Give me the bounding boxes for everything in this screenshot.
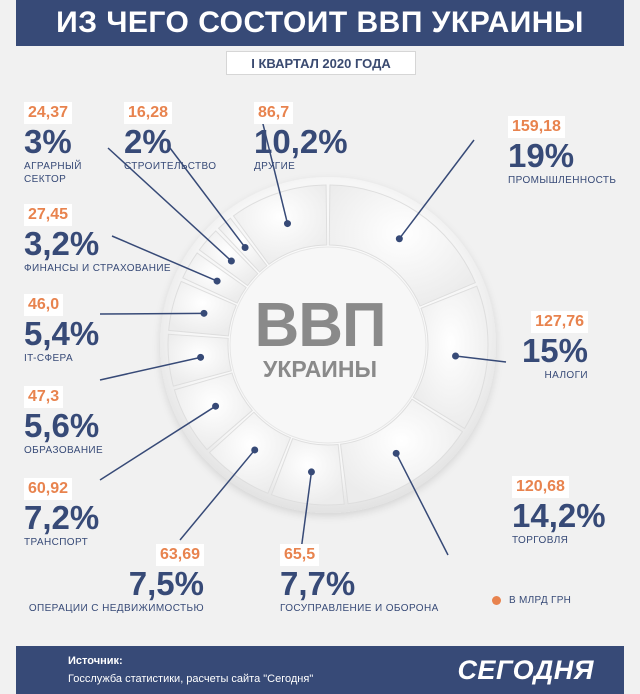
leader-line-construction xyxy=(169,147,246,248)
label-agro-name: АГРАРНЫЙ СЕКТОР xyxy=(24,161,82,185)
leader-line-transport xyxy=(99,405,216,481)
label-finance: 27,45 3,2% ФИНАНСЫ И СТРАХОВАНИЕ xyxy=(24,204,171,275)
leader-line-government xyxy=(299,471,313,559)
label-trade: 120,68 14,2% ТОРГОВЛЯ xyxy=(512,476,606,547)
leader-line-industry xyxy=(398,139,475,240)
leader-lines xyxy=(99,119,507,559)
pie-slice-taxes xyxy=(412,285,489,430)
pie-center xyxy=(229,246,427,444)
pie-slice-realestate xyxy=(208,411,292,494)
label-trade-value: 120,68 xyxy=(512,476,569,498)
leader-dot-other xyxy=(283,220,291,228)
leader-dot-it xyxy=(200,309,208,317)
label-construction-name: СТРОИТЕЛЬСТВО xyxy=(124,161,217,172)
label-trade-name: ТОРГОВЛЯ xyxy=(512,535,569,546)
label-realestate-name: ОПЕРАЦИИ С НЕДВИЖИМОСТЬЮ xyxy=(28,603,204,614)
label-education-value: 47,3 xyxy=(24,386,64,408)
center-title-small: УКРАИНЫ xyxy=(263,356,377,382)
label-other: 86,7 10,2% ДРУГИЕ xyxy=(254,102,348,173)
segodnya-logo: СЕГОДНЯ xyxy=(457,655,594,685)
leader-dot-government xyxy=(307,468,315,476)
leader-dot-agro xyxy=(227,257,235,265)
pie-slice-other xyxy=(232,184,328,266)
leader-dot-education xyxy=(197,353,205,361)
legend: В МЛРД ГРН xyxy=(492,595,571,606)
label-education: 47,3 5,6% ОБРАЗОВАНИЕ xyxy=(24,386,103,457)
center-title-big: ВВП xyxy=(254,291,386,360)
label-taxes-name: НАЛОГИ xyxy=(544,370,588,381)
label-realestate: 63,69 7,5% ОПЕРАЦИИ С НЕДВИЖИМОСТЬЮ xyxy=(28,544,204,615)
label-it-name: IT-СФЕРА xyxy=(24,353,74,364)
label-realestate-value: 63,69 xyxy=(155,544,204,566)
label-industry-name: ПРОМЫШЛЕННОСТЬ xyxy=(508,175,617,186)
label-realestate-percent: 7,5% xyxy=(128,565,204,602)
label-other-percent: 10,2% xyxy=(254,123,348,160)
label-government-name: ГОСУПРАВЛЕНИЕ И ОБОРОНА xyxy=(280,603,439,614)
label-finance-name: ФИНАНСЫ И СТРАХОВАНИЕ xyxy=(24,263,171,274)
legend-dot-icon xyxy=(492,596,501,605)
source-text: Госслужба статистики, расчеты сайта "Сег… xyxy=(68,673,314,685)
leader-line-it xyxy=(99,312,204,315)
label-taxes: 127,76 15% НАЛОГИ xyxy=(510,311,588,382)
leader-line-education xyxy=(99,356,201,381)
pie-slices xyxy=(167,184,489,506)
pie-slice-trade xyxy=(339,398,464,505)
source-title: Источник: xyxy=(68,655,123,667)
label-industry-percent: 19% xyxy=(508,137,575,174)
leader-line-other xyxy=(261,119,289,224)
label-agro-value: 24,37 xyxy=(24,102,73,124)
leader-dot-transport xyxy=(212,402,220,410)
label-government: 65,5 7,7% ГОСУПРАВЛЕНИЕ И ОБОРОНА xyxy=(280,544,439,615)
label-construction-percent: 2% xyxy=(124,123,172,160)
leader-line-realestate xyxy=(179,449,256,541)
label-finance-value: 27,45 xyxy=(24,204,73,226)
label-industry-value: 159,18 xyxy=(508,116,565,138)
label-other-name: ДРУГИЕ xyxy=(254,161,296,172)
leader-line-trade xyxy=(395,452,449,556)
page-subtitle: I КВАРТАЛ 2020 ГОДА xyxy=(226,51,416,75)
label-taxes-value: 127,76 xyxy=(531,311,588,333)
pie-slice-it xyxy=(168,280,237,337)
pie-slice-transport xyxy=(173,372,254,451)
leader-dot-finance xyxy=(213,277,221,285)
pie-slice-government xyxy=(270,437,345,506)
footer: Источник: Госслужба статистики, расчеты … xyxy=(16,646,624,694)
leader-line-taxes xyxy=(455,355,507,363)
pie-slice-finance xyxy=(182,252,247,304)
label-trade-percent: 14,2% xyxy=(512,497,606,534)
leader-dot-construction xyxy=(241,243,249,251)
label-taxes-percent: 15% xyxy=(521,332,588,369)
label-government-percent: 7,7% xyxy=(280,565,356,602)
label-it: 46,0 5,4% IT-СФЕРА xyxy=(24,294,99,365)
leader-line-agro xyxy=(107,147,232,262)
center-title: ВВП УКРАИНЫ xyxy=(250,291,390,383)
label-it-value: 46,0 xyxy=(24,294,64,316)
label-transport: 60,92 7,2% ТРАНСПОРТ xyxy=(24,478,99,549)
label-it-percent: 5,4% xyxy=(24,315,100,352)
leader-line-finance xyxy=(111,235,218,282)
label-finance-percent: 3,2% xyxy=(24,225,100,262)
leader-dot-trade xyxy=(392,449,400,457)
leader-dot-realestate xyxy=(251,446,259,454)
label-transport-name: ТРАНСПОРТ xyxy=(24,537,89,548)
label-education-name: ОБРАЗОВАНИЕ xyxy=(24,445,104,456)
label-transport-percent: 7,2% xyxy=(24,499,100,536)
label-agro: 24,37 3% АГРАРНЫЙ СЕКТОР xyxy=(24,102,100,186)
pie-slice-industry xyxy=(328,184,477,307)
label-construction-value: 16,28 xyxy=(124,102,173,124)
page-title: ИЗ ЧЕГО СОСТОИТ ВВП УКРАИНЫ xyxy=(16,0,624,46)
label-transport-value: 60,92 xyxy=(24,478,73,500)
leader-dot-taxes xyxy=(452,352,460,360)
label-education-percent: 5,6% xyxy=(24,407,100,444)
label-construction: 16,28 2% СТРОИТЕЛЬСТВО xyxy=(124,102,216,173)
legend-label: В МЛРД ГРН xyxy=(509,595,572,606)
label-agro-percent: 3% xyxy=(24,123,72,160)
leader-dot-industry xyxy=(395,235,403,243)
label-government-value: 65,5 xyxy=(280,544,320,566)
label-other-value: 86,7 xyxy=(254,102,294,124)
label-industry: 159,18 19% ПРОМЫШЛЕННОСТЬ xyxy=(508,116,616,187)
